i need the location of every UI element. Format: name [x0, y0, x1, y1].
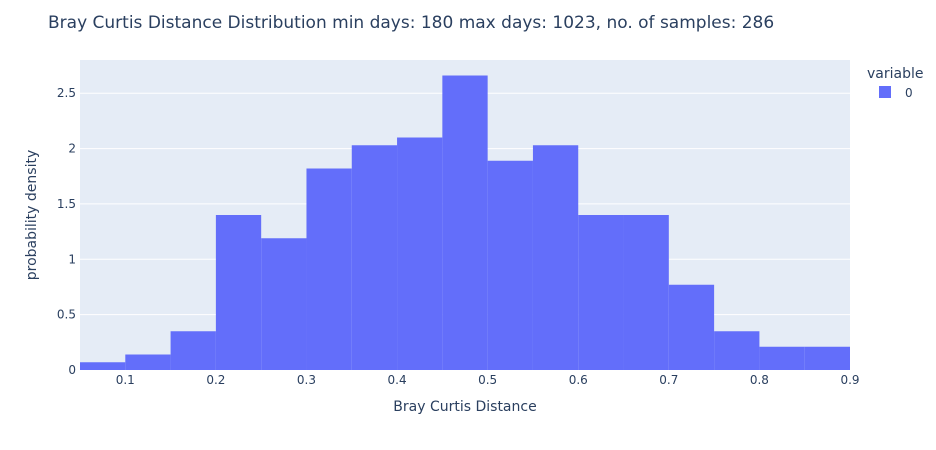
histogram-bar[interactable]	[532, 145, 579, 370]
histogram-bar[interactable]	[397, 137, 443, 371]
y-tick-label: 0	[68, 363, 76, 377]
chart-title: Bray Curtis Distance Distribution min da…	[48, 13, 774, 33]
x-tick-label: 0.1	[116, 373, 135, 387]
y-tick-label: 2.5	[57, 86, 76, 100]
histogram-bar[interactable]	[578, 215, 624, 370]
histogram-bar[interactable]	[261, 238, 307, 370]
histogram-bar[interactable]	[668, 284, 715, 370]
y-axis-ticks: 0 0.5 1 1.5 2 2.5	[57, 86, 76, 377]
histogram-bar[interactable]	[306, 168, 352, 371]
y-axis-title: probability density	[24, 150, 40, 280]
y-tick-label: 1.5	[57, 197, 76, 211]
x-tick-label: 0.8	[750, 373, 769, 387]
histogram-bar[interactable]	[714, 331, 760, 370]
legend-item-label[interactable]: 0	[905, 86, 913, 100]
legend-swatch[interactable]	[879, 86, 891, 98]
histogram-bar[interactable]	[804, 346, 850, 370]
histogram-bar[interactable]	[351, 145, 398, 370]
x-axis-ticks: 0.1 0.2 0.3 0.4 0.5 0.6 0.7 0.8 0.9	[116, 373, 860, 387]
y-tick-label: 0.5	[57, 308, 76, 322]
histogram-bar[interactable]	[623, 215, 669, 370]
x-tick-label: 0.5	[478, 373, 497, 387]
x-tick-label: 0.2	[206, 373, 225, 387]
histogram-bar[interactable]	[215, 215, 262, 370]
histogram-bar[interactable]	[442, 75, 488, 371]
x-tick-label: 0.7	[659, 373, 678, 387]
y-tick-label: 1	[68, 252, 76, 266]
y-tick-label: 2	[68, 142, 76, 156]
bars	[80, 75, 850, 371]
x-tick-label: 0.9	[840, 373, 859, 387]
x-tick-label: 0.3	[297, 373, 316, 387]
histogram-bar[interactable]	[170, 331, 216, 370]
x-tick-label: 0.6	[569, 373, 588, 387]
histogram-bar[interactable]	[759, 346, 805, 370]
legend-title: variable	[867, 66, 923, 82]
x-tick-label: 0.4	[388, 373, 407, 387]
x-axis-title: Bray Curtis Distance	[393, 399, 536, 415]
legend[interactable]: variable 0	[867, 66, 923, 100]
histogram-bar[interactable]	[487, 160, 533, 370]
histogram-bar[interactable]	[125, 354, 171, 371]
histogram-bar[interactable]	[80, 362, 126, 370]
